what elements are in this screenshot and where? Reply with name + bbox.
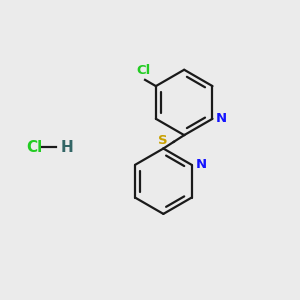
Text: Cl: Cl [27, 140, 43, 154]
Text: S: S [158, 134, 167, 147]
Text: N: N [216, 112, 227, 125]
Text: H: H [61, 140, 74, 154]
Text: Cl: Cl [136, 64, 151, 77]
Text: N: N [195, 158, 206, 171]
